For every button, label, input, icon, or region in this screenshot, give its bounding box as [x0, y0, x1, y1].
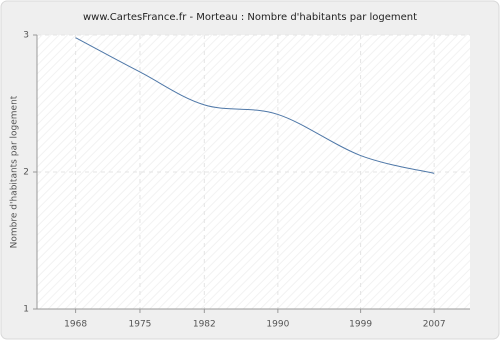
- x-tick-label: 1975: [129, 320, 152, 330]
- y-axis-label: Nombre d'habitants par logement: [10, 95, 20, 248]
- y-tick-label: 2: [23, 168, 29, 178]
- x-tick-label: 1999: [349, 320, 372, 330]
- y-tick-label: 1: [23, 305, 29, 315]
- x-tick-label: 1968: [64, 320, 87, 330]
- x-tick-label: 2007: [423, 320, 446, 330]
- x-tick-label: 1982: [193, 320, 216, 330]
- chart-title: www.CartesFrance.fr - Morteau : Nombre d…: [83, 12, 417, 23]
- x-tick-label: 1990: [266, 320, 289, 330]
- line: [75, 37, 435, 174]
- y-tick-label: 3: [23, 31, 29, 41]
